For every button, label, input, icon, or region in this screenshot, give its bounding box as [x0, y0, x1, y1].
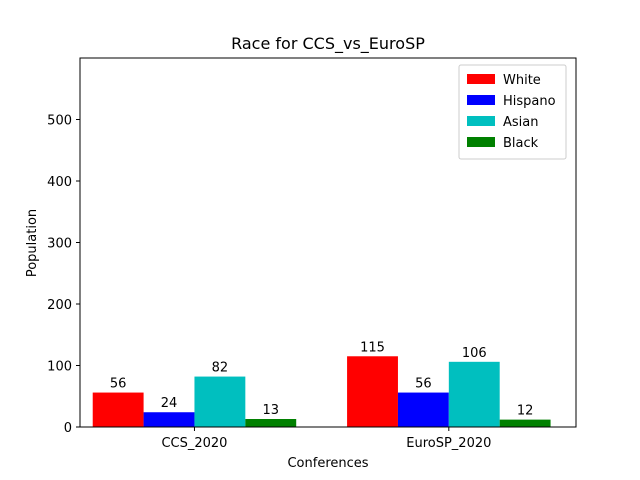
y-tick-label: 0	[64, 421, 72, 436]
legend-box	[458, 64, 567, 160]
legend-swatch-white	[467, 74, 495, 84]
bar-value-label: 13	[262, 403, 279, 418]
legend-swatch-black	[467, 137, 495, 147]
bar-value-label: 106	[462, 346, 487, 361]
y-tick-label: 200	[47, 298, 72, 313]
chart-title: Race for CCS_vs_EuroSP	[231, 34, 425, 54]
legend: White Hispano Asian Black	[458, 64, 567, 160]
bar-asian-eurosp_2020	[448, 361, 500, 427]
legend-label-asian: Asian	[503, 115, 538, 130]
y-tick-label: 500	[47, 114, 72, 129]
bar-value-label: 56	[110, 377, 127, 392]
y-tick-label: 100	[47, 360, 72, 375]
x-tick-label: CCS_2020	[161, 436, 227, 451]
x-axis-label: Conferences	[287, 456, 368, 471]
bar-hispano-eurosp_2020	[397, 392, 449, 427]
bar-hispano-ccs_2020	[143, 412, 195, 427]
legend-label-black: Black	[503, 136, 539, 151]
bar-black-ccs_2020	[245, 419, 297, 427]
bar-value-label: 24	[161, 396, 178, 411]
bar-value-label: 82	[212, 361, 229, 376]
bar-value-label: 56	[415, 377, 432, 392]
bars-group	[92, 356, 551, 427]
bar-labels-group: 56 24 82 13 115 56 106 12	[110, 340, 534, 418]
legend-label-hispano: Hispano	[503, 94, 556, 109]
y-axis-label: Population	[25, 209, 40, 277]
bar-value-label: 12	[517, 404, 534, 419]
y-axis: 0 100 200 300 400 500	[47, 114, 80, 436]
bar-white-eurosp_2020	[347, 356, 398, 427]
bar-white-ccs_2020	[92, 392, 144, 427]
bar-asian-ccs_2020	[194, 376, 246, 427]
bar-value-label: 115	[360, 340, 385, 355]
legend-label-white: White	[503, 73, 541, 88]
x-tick-label: EuroSP_2020	[406, 436, 491, 451]
y-tick-label: 400	[47, 175, 72, 190]
legend-swatch-hispano	[467, 95, 495, 105]
bar-black-eurosp_2020	[499, 419, 551, 427]
x-axis: CCS_2020 EuroSP_2020	[161, 427, 491, 451]
plot-frame	[79, 57, 577, 428]
y-tick-label: 300	[47, 237, 72, 252]
legend-swatch-asian	[467, 116, 495, 126]
